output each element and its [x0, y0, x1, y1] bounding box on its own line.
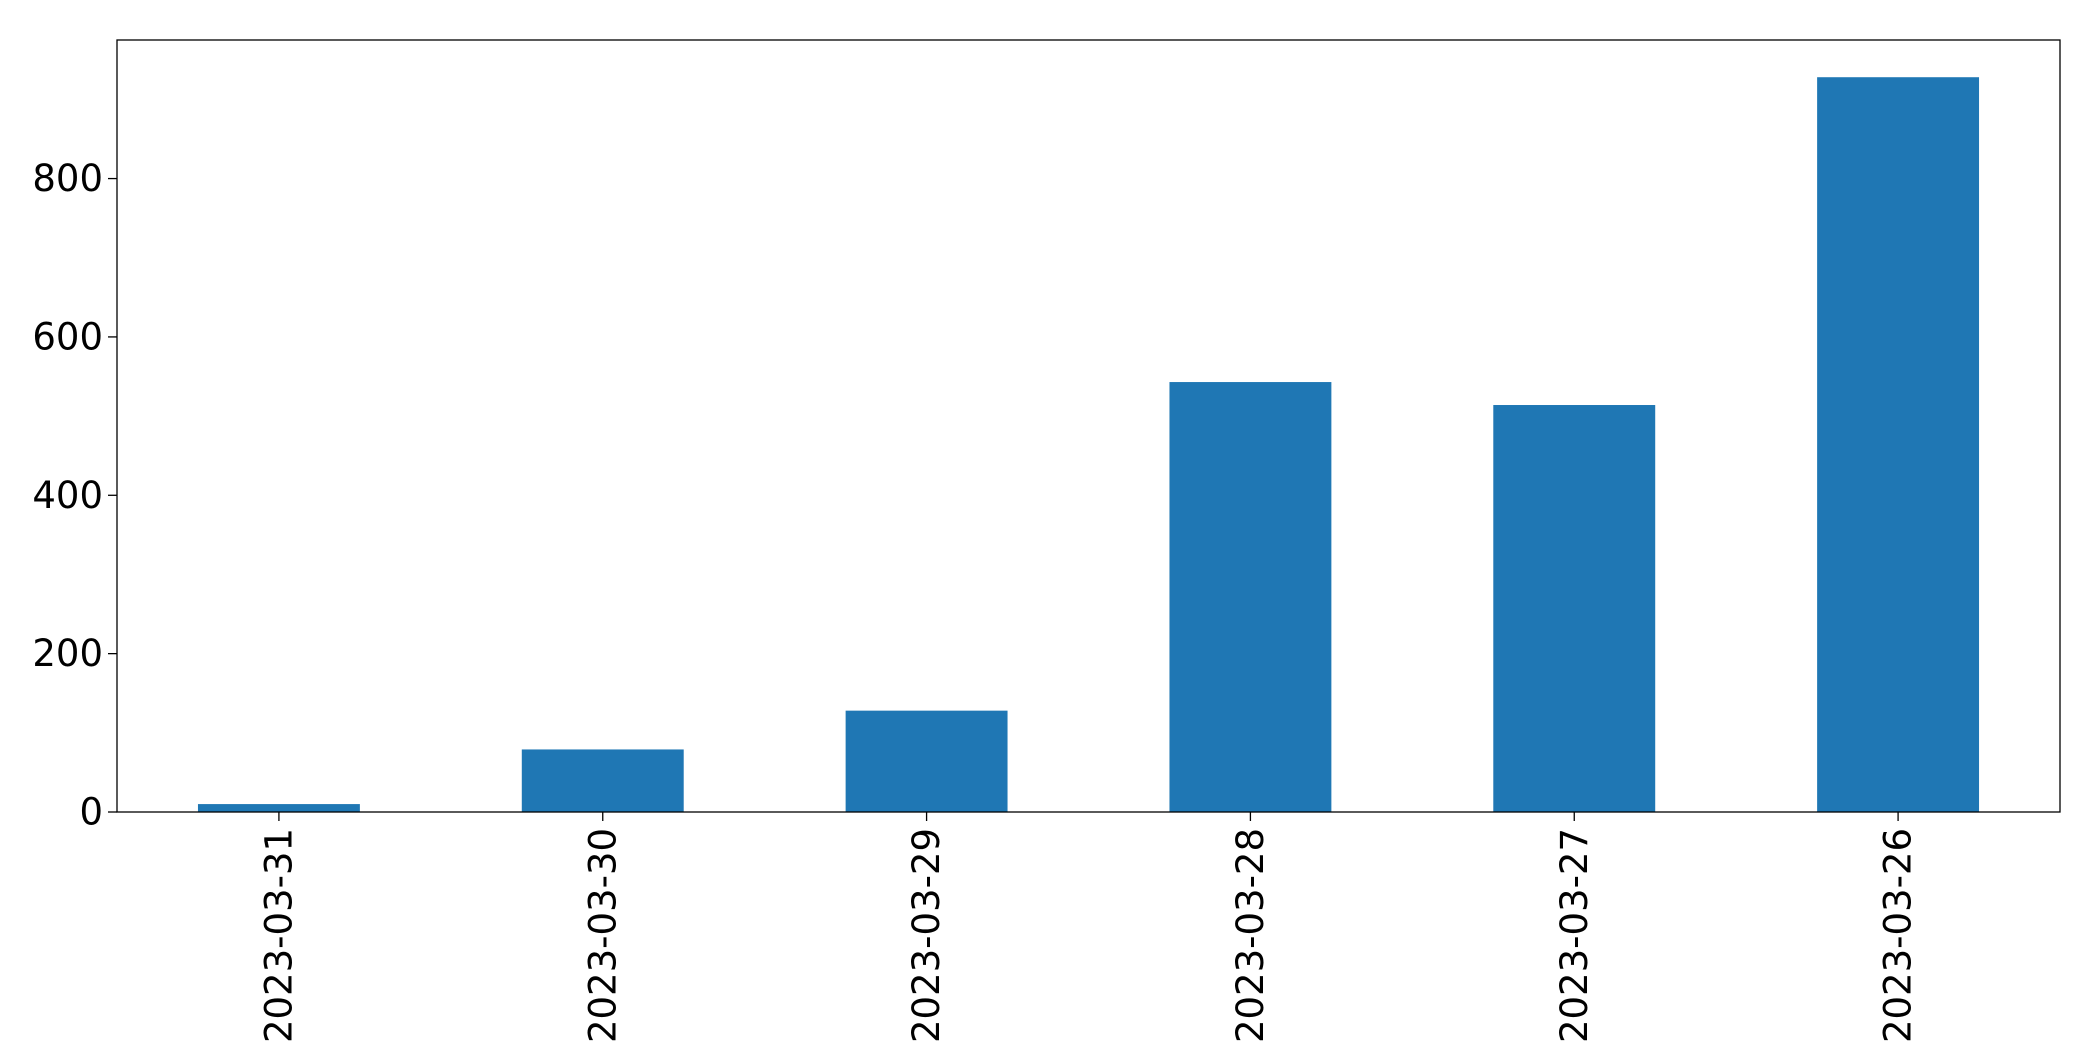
x-tick-label-2023-03-28: 2023-03-28 — [1229, 828, 1272, 1043]
y-tick-label-600: 600 — [32, 315, 103, 358]
bar-2023-03-30 — [521, 749, 684, 812]
x-tick-label-2023-03-26: 2023-03-26 — [1877, 828, 1920, 1043]
x-axis: 2023-03-31 2023-03-30 2023-03-29 2023-03-28… — [257, 812, 1920, 1043]
y-tick-label-0: 0 — [79, 791, 103, 834]
bars-group — [197, 77, 1980, 812]
x-tick-label-2023-03-27: 2023-03-27 — [1553, 828, 1596, 1043]
y-axis: 0 200 400 600 800 — [32, 157, 117, 834]
plot-area-frame — [116, 39, 2061, 813]
x-tick-label-2023-03-31: 2023-03-31 — [257, 828, 300, 1043]
bar-2023-03-27 — [1493, 405, 1656, 812]
x-tick-label-2023-03-30: 2023-03-30 — [581, 828, 624, 1043]
bar-2023-03-26 — [1817, 77, 1980, 812]
bar-2023-03-31 — [197, 804, 360, 812]
y-tick-label-200: 200 — [32, 632, 103, 675]
x-tick-label-2023-03-29: 2023-03-29 — [905, 828, 948, 1043]
bar-2023-03-28 — [1169, 382, 1332, 812]
y-tick-label-400: 400 — [32, 474, 103, 517]
bar-2023-03-29 — [845, 710, 1008, 812]
y-tick-label-800: 800 — [32, 157, 103, 200]
